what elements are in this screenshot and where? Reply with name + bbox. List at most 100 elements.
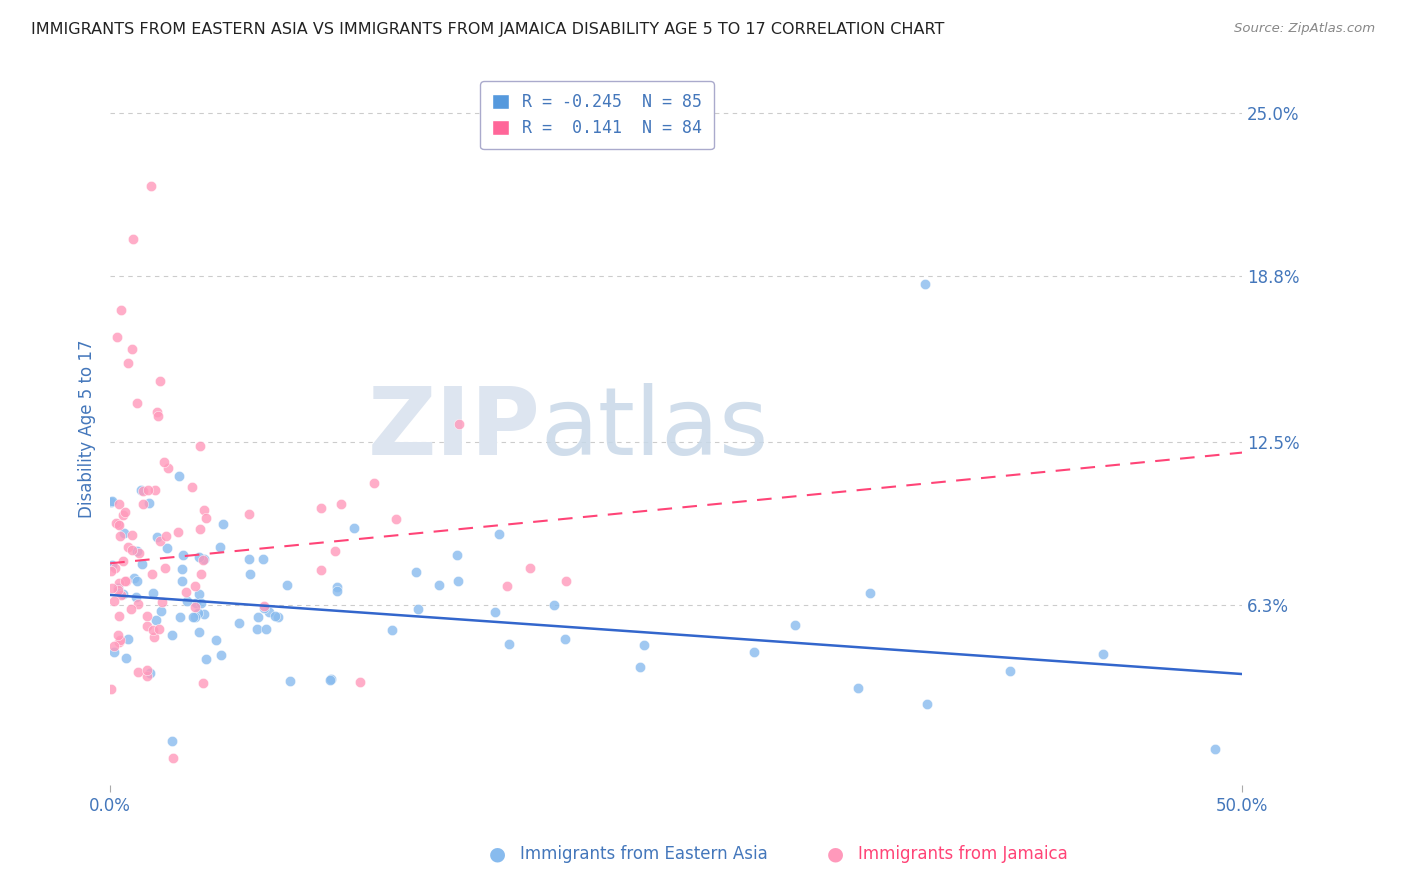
Text: Immigrants from Eastern Asia: Immigrants from Eastern Asia bbox=[520, 846, 768, 863]
Point bbox=[136, 609, 159, 624]
Point bbox=[323, 544, 346, 558]
Point bbox=[488, 527, 510, 541]
Point bbox=[148, 409, 170, 423]
Point bbox=[190, 522, 212, 536]
Point bbox=[127, 665, 149, 680]
Point bbox=[349, 675, 371, 690]
Point bbox=[228, 616, 250, 631]
Point bbox=[104, 516, 127, 531]
Point bbox=[107, 497, 129, 511]
Point bbox=[155, 529, 177, 543]
Text: Source: ZipAtlas.com: Source: ZipAtlas.com bbox=[1234, 22, 1375, 36]
Point bbox=[103, 639, 125, 653]
Point bbox=[107, 582, 129, 597]
Point bbox=[187, 624, 209, 639]
Point bbox=[363, 476, 385, 491]
Point bbox=[112, 525, 135, 540]
Point bbox=[998, 664, 1021, 678]
Point bbox=[114, 574, 136, 588]
Point bbox=[498, 638, 520, 652]
Point bbox=[1204, 742, 1226, 756]
Point bbox=[125, 574, 148, 588]
Point bbox=[121, 527, 143, 541]
Point bbox=[108, 517, 131, 532]
Point bbox=[138, 496, 160, 510]
Point bbox=[188, 587, 211, 601]
Point bbox=[183, 610, 205, 624]
Point bbox=[914, 277, 936, 291]
Point bbox=[167, 468, 190, 483]
Point bbox=[381, 623, 404, 637]
Point bbox=[107, 581, 129, 595]
Point bbox=[111, 508, 134, 523]
Point bbox=[160, 627, 183, 641]
Point bbox=[141, 566, 163, 581]
Point bbox=[554, 574, 576, 589]
Point bbox=[100, 495, 122, 509]
Point bbox=[209, 648, 232, 662]
Point bbox=[169, 610, 191, 624]
Point bbox=[156, 461, 179, 475]
Point bbox=[859, 586, 882, 600]
Point bbox=[107, 628, 129, 642]
Point bbox=[143, 483, 166, 497]
Point bbox=[239, 567, 262, 582]
Point bbox=[484, 605, 506, 619]
Point bbox=[146, 405, 169, 419]
Point bbox=[121, 232, 143, 246]
Point bbox=[193, 607, 215, 621]
Point bbox=[193, 553, 215, 567]
Point bbox=[254, 622, 277, 636]
Point bbox=[449, 417, 471, 432]
Point bbox=[195, 652, 218, 666]
Point bbox=[174, 585, 197, 599]
Point bbox=[186, 607, 208, 621]
Point bbox=[122, 571, 145, 585]
Point bbox=[117, 540, 139, 554]
Point bbox=[110, 303, 132, 318]
Point bbox=[190, 439, 212, 453]
Point bbox=[153, 560, 176, 574]
Point bbox=[238, 552, 260, 566]
Point bbox=[205, 632, 228, 647]
Point bbox=[280, 674, 302, 689]
Point bbox=[117, 632, 139, 646]
Point bbox=[114, 505, 136, 519]
Point bbox=[257, 605, 280, 619]
Point bbox=[193, 503, 215, 517]
Point bbox=[139, 665, 162, 680]
Point bbox=[150, 595, 173, 609]
Point bbox=[447, 574, 470, 589]
Point bbox=[176, 594, 198, 608]
Point bbox=[406, 602, 429, 616]
Point bbox=[108, 633, 131, 648]
Point bbox=[343, 521, 366, 535]
Point bbox=[149, 375, 172, 389]
Point bbox=[246, 622, 269, 636]
Point bbox=[915, 697, 938, 711]
Point bbox=[104, 561, 127, 575]
Point bbox=[238, 508, 260, 522]
Point bbox=[127, 544, 149, 558]
Point bbox=[405, 565, 427, 579]
Point bbox=[184, 599, 207, 614]
Point bbox=[111, 587, 134, 601]
Point bbox=[633, 639, 655, 653]
Text: ●: ● bbox=[489, 845, 506, 863]
Point bbox=[145, 613, 167, 627]
Point bbox=[253, 601, 276, 615]
Point bbox=[162, 750, 184, 764]
Point bbox=[628, 659, 651, 673]
Point bbox=[132, 498, 155, 512]
Point bbox=[149, 604, 172, 618]
Point bbox=[103, 645, 125, 659]
Point bbox=[120, 601, 142, 615]
Point bbox=[115, 574, 138, 588]
Point bbox=[131, 557, 153, 571]
Point bbox=[846, 681, 869, 695]
Point bbox=[146, 530, 169, 544]
Point bbox=[276, 578, 298, 592]
Point bbox=[742, 645, 765, 659]
Text: ●: ● bbox=[827, 845, 844, 863]
Point bbox=[156, 541, 179, 556]
